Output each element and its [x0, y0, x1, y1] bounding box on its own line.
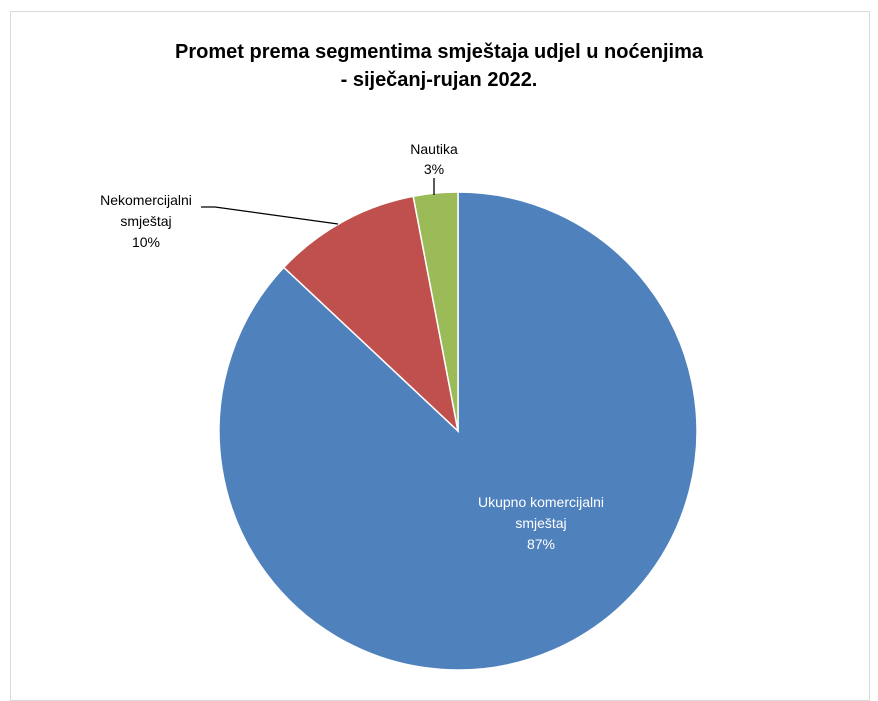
slice-percent-nautika: 3%: [424, 161, 444, 177]
slice-label-ukupno-line-2: smještaj: [515, 515, 566, 531]
pie-slice-nekomercijalni: [282, 195, 460, 434]
chart-title: Promet prema segmentima smještaja udjel …: [0, 38, 878, 94]
leader-line-nekomercijalni: [201, 206, 339, 225]
slice-label-nekomercijalni-line-1: Nekomercijalni: [100, 192, 192, 208]
slice-percent-ukupno: 87%: [527, 536, 555, 552]
chart-title-line-2: - siječanj-rujan 2022.: [340, 69, 538, 91]
slice-label-ukupno-line-1: Ukupno komercijalni: [478, 494, 604, 510]
pie-slice-ukupno-komercijalni: [218, 191, 698, 671]
slice-label-nautika: Nautika: [410, 141, 458, 157]
slice-label-nekomercijalni-line-2: smještaj: [120, 213, 171, 229]
pie-slices: [218, 191, 698, 671]
pie-slice-nautika: [412, 191, 459, 432]
chart-title-line-1: Promet prema segmentima smještaja udjel …: [175, 41, 703, 63]
slice-percent-nekomercijalni: 10%: [132, 234, 160, 250]
